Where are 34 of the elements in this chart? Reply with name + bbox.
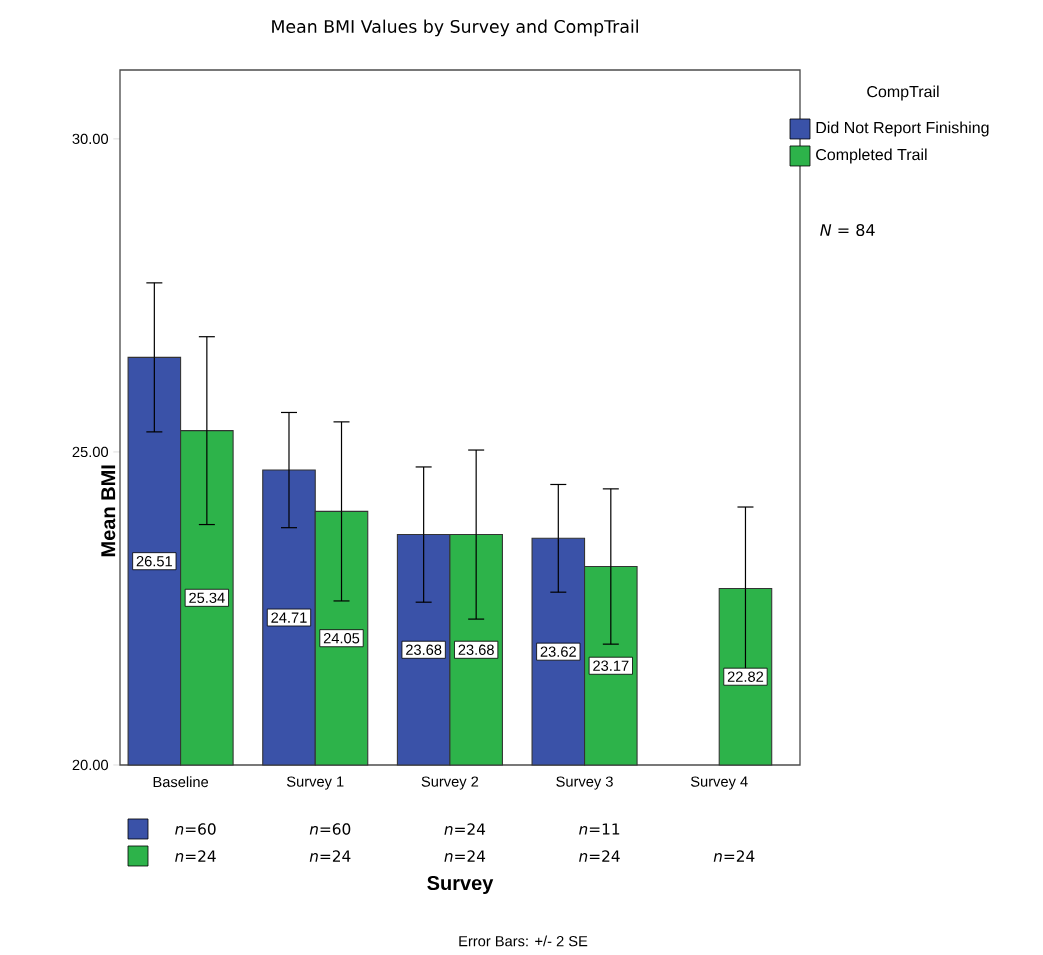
text: n=11 bbox=[579, 823, 620, 835]
x-tick-label: Survey 1 bbox=[286, 776, 344, 790]
text: n=24 bbox=[579, 850, 620, 862]
data-label: 23.17 bbox=[593, 660, 629, 671]
data-label: 23.68 bbox=[406, 644, 442, 655]
text: n=24 bbox=[713, 850, 755, 862]
x-tick-label: Survey 2 bbox=[421, 776, 479, 790]
y-tick-label: 25.00 bbox=[72, 446, 109, 458]
data-label: 23.68 bbox=[458, 644, 494, 655]
text: n=60 bbox=[175, 823, 216, 835]
legend-label: Did Not Report Finishing bbox=[816, 121, 989, 137]
text: n=24 bbox=[444, 823, 486, 835]
text: n=60 bbox=[309, 823, 351, 835]
x-axis-title: Survey bbox=[427, 875, 494, 895]
x-tick-label: Survey 3 bbox=[556, 776, 613, 790]
text: n=24 bbox=[309, 850, 351, 862]
x-tick-label: Survey 4 bbox=[690, 776, 748, 790]
y-axis-title: Mean BMI bbox=[101, 465, 116, 557]
data-label: 24.71 bbox=[271, 612, 307, 623]
legend-label: Completed Trail bbox=[816, 148, 927, 164]
data-label: 25.34 bbox=[189, 592, 225, 603]
legend-title: CompTrail bbox=[867, 85, 939, 101]
data-label: 22.82 bbox=[727, 671, 764, 682]
data-label: 23.62 bbox=[540, 646, 576, 657]
y-tick-label: 20.00 bbox=[72, 759, 109, 771]
text: n=24 bbox=[444, 850, 486, 862]
text: N = 84 bbox=[820, 223, 875, 237]
x-tick-label: Baseline bbox=[153, 776, 209, 788]
y-tick-label: 30.00 bbox=[72, 133, 109, 145]
text: Error Bars: +/- 2 SE bbox=[459, 935, 588, 947]
chart-title: Mean BMI Values by Survey and CompTrail bbox=[272, 19, 638, 37]
data-label: 26.51 bbox=[136, 556, 172, 567]
text: n=24 bbox=[175, 850, 216, 862]
data-label: 24.05 bbox=[323, 633, 360, 644]
